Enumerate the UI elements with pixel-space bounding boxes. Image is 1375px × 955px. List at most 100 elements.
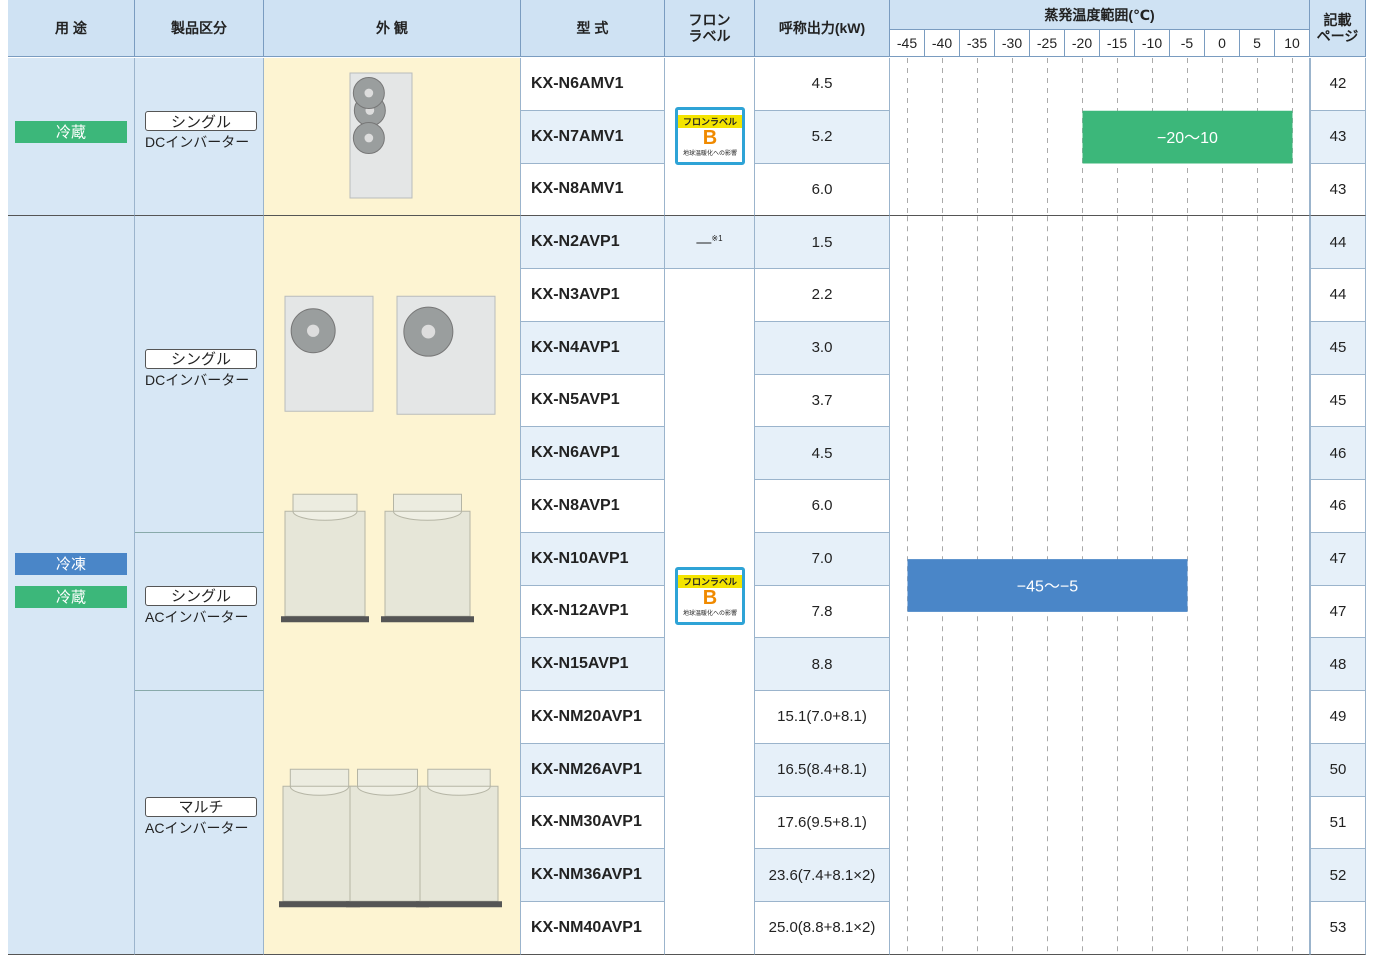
flon-none: — ※1 [665, 216, 755, 269]
page-cell: 51 [1310, 796, 1366, 850]
output-cell: 23.6(7.4+8.1×2) [755, 849, 890, 902]
flon-badge-caption: 地球温暖化への影響 [682, 610, 737, 617]
page-cell: 50 [1310, 743, 1366, 797]
unit-body [384, 510, 471, 617]
page-cell: 53 [1310, 902, 1366, 955]
unit-body [419, 785, 499, 902]
output-cell: 3.0 [755, 321, 890, 375]
page-cell: 47 [1310, 585, 1366, 639]
model-cell: KX-N5AVP1 [521, 374, 665, 428]
fan [421, 324, 436, 339]
header-use: 用 途 [8, 0, 135, 57]
model-cell: KX-N8AVP1 [521, 480, 665, 533]
output-cell: 5.2 [755, 110, 890, 164]
header-category: 製品区分 [135, 0, 264, 57]
flon-badge-grade: B [702, 586, 718, 609]
fan [364, 88, 374, 98]
temp-cell [890, 216, 1310, 955]
temp-tick-label: -25 [1030, 30, 1065, 57]
model-cell: KX-N7AMV1 [521, 110, 665, 164]
temp-cell [890, 58, 1310, 217]
flon-badge-title: フロンラベル [678, 115, 742, 129]
temp-tick-label: -20 [1065, 30, 1100, 57]
output-cell: 3.7 [755, 374, 890, 428]
output-cell: 7.8 [755, 585, 890, 639]
temp-range-label: −45〜−5 [1017, 579, 1078, 596]
model-cell: KX-N10AVP1 [521, 532, 665, 586]
header-model: 型 式 [521, 0, 665, 57]
fan-cylinder [357, 768, 418, 787]
flon-badge-caption: 地球温暖化への影響 [682, 151, 737, 158]
model-cell: KX-NM30AVP1 [521, 796, 665, 850]
unit-base [281, 616, 369, 623]
temp-tick-label: -30 [995, 30, 1030, 57]
temp-range-bar [1082, 110, 1293, 164]
temp-tick-label: -40 [925, 30, 960, 57]
category-cell [135, 691, 264, 955]
page-cell: 43 [1310, 163, 1366, 217]
model-cell: KX-NM40AVP1 [521, 902, 665, 955]
model-cell: KX-N6AMV1 [521, 58, 665, 111]
temp-tick-label: 10 [1275, 30, 1310, 57]
page-cell: 46 [1310, 480, 1366, 533]
model-cell: KX-N4AVP1 [521, 321, 665, 375]
use-badge: 冷凍 [15, 552, 127, 575]
header-label-line: ラベル [688, 28, 731, 44]
category-type: マルチ [145, 796, 257, 817]
page-cell: 47 [1310, 532, 1366, 586]
model-cell: KX-NM26AVP1 [521, 743, 665, 797]
header-appearance: 外 観 [264, 0, 521, 57]
use-badge: 冷蔵 [15, 120, 127, 143]
temp-tick-label: -15 [1100, 30, 1135, 57]
output-cell: 6.0 [755, 163, 890, 217]
use-badge: 冷蔵 [15, 585, 127, 608]
page-cell: 45 [1310, 374, 1366, 428]
unit-base [346, 901, 429, 908]
fan-cylinder [289, 768, 350, 787]
output-cell: 1.5 [755, 216, 890, 269]
output-cell: 7.0 [755, 532, 890, 586]
unit-body [349, 785, 426, 902]
flon-note: ※1 [711, 233, 723, 243]
model-cell: KX-N2AVP1 [521, 216, 665, 269]
fan [364, 133, 374, 143]
output-cell: 15.1(7.0+8.1) [755, 691, 890, 744]
model-cell: KX-N3AVP1 [521, 269, 665, 322]
category-inverter: ACインバーター [145, 608, 249, 625]
header-label: フロン ラベル [665, 0, 755, 57]
header-label-line: フロン [688, 12, 731, 28]
category-type: シングル [145, 111, 257, 132]
fan-cylinder [292, 493, 358, 512]
fan-cylinder [393, 493, 462, 512]
unit-body [284, 510, 366, 617]
category-type: シングル [145, 348, 257, 369]
header-temp: 蒸発温度範囲(℃) [890, 0, 1310, 30]
unit-base [416, 901, 502, 908]
output-cell: 2.2 [755, 269, 890, 322]
output-cell: 8.8 [755, 638, 890, 691]
model-cell: KX-N12AVP1 [521, 585, 665, 639]
flon-none-text: — [696, 233, 712, 251]
category-cell [135, 58, 264, 217]
page-cell: 44 [1310, 216, 1366, 269]
model-cell: KX-N8AMV1 [521, 163, 665, 217]
category-cell [135, 216, 264, 533]
page-cell: 52 [1310, 849, 1366, 902]
flon-badge: フロンラベル B 地球温暖化への影響 [675, 107, 745, 166]
flon-badge-grade: B [702, 127, 718, 150]
flon-badge: フロンラベル B 地球温暖化への影響 [675, 566, 745, 625]
page-cell: 43 [1310, 110, 1366, 164]
output-cell: 25.0(8.8+8.1×2) [755, 902, 890, 955]
temp-range-label: −20〜10 [1157, 130, 1218, 147]
flon-badge-title: フロンラベル [678, 574, 742, 588]
category-type: シングル [145, 585, 257, 606]
header-page-line: 記載 [1323, 12, 1352, 28]
page-cell: 45 [1310, 321, 1366, 375]
category-inverter: DCインバーター [145, 134, 250, 151]
fan-cylinder [427, 768, 491, 787]
model-cell: KX-N15AVP1 [521, 638, 665, 691]
category-inverter: ACインバーター [145, 819, 249, 836]
model-cell: KX-NM20AVP1 [521, 691, 665, 744]
header-output: 呼称出力(kW) [755, 0, 890, 57]
